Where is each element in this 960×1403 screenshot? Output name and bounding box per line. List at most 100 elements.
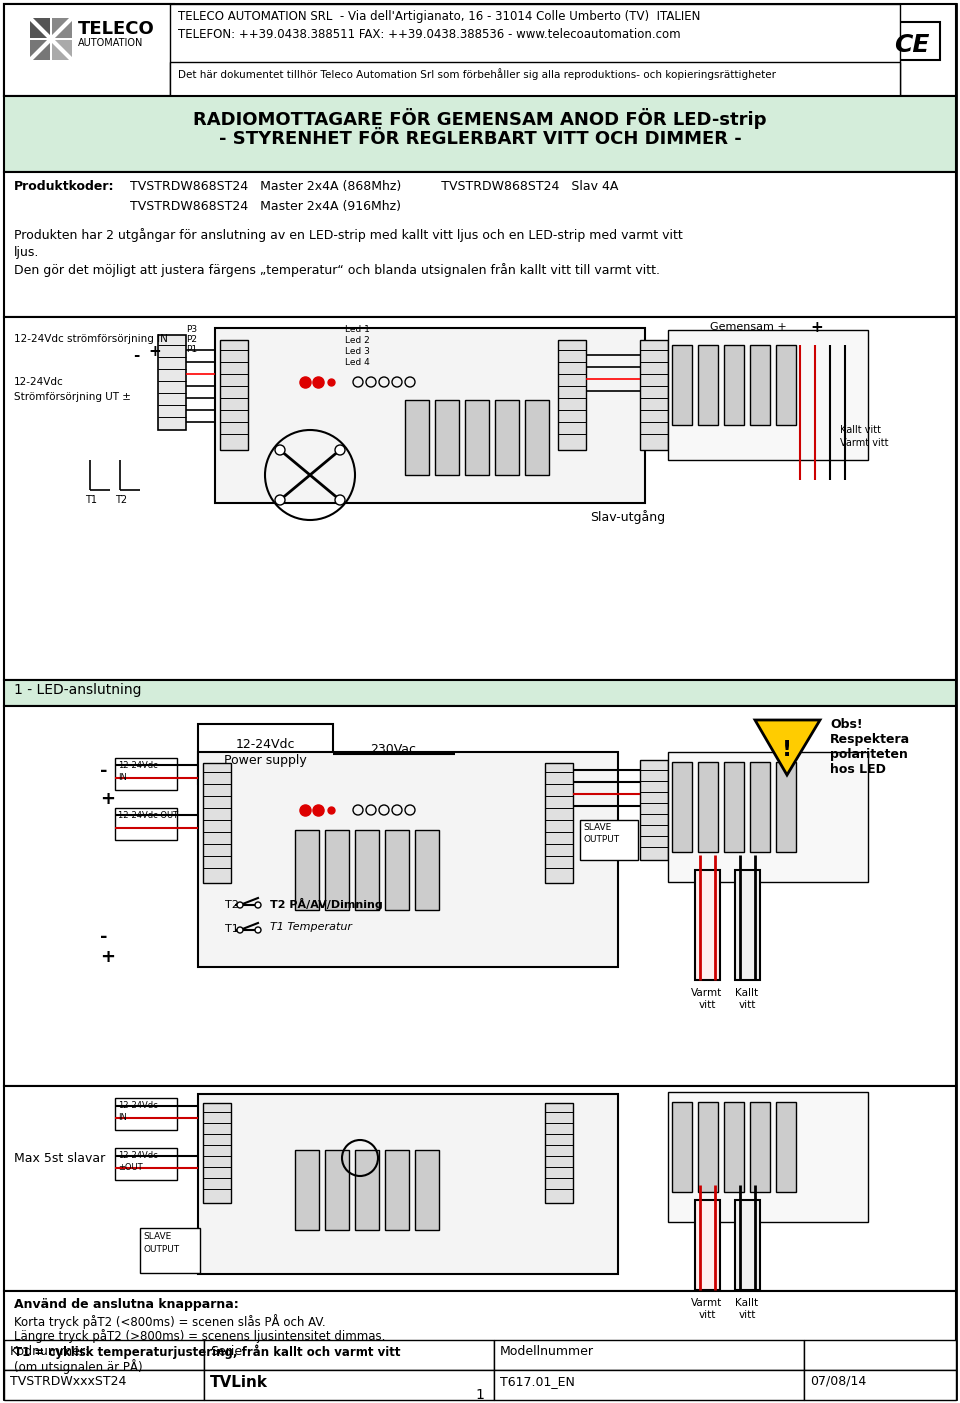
Text: Varmt vitt: Varmt vitt	[840, 438, 889, 448]
Bar	[115, 808, 177, 840]
Text: TVSTRDW868ST24   Master 2x4A (868Mhz)          TVSTRDW868ST24   Slav 4A: TVSTRDW868ST24 Master 2x4A (868Mhz) TVST…	[130, 180, 618, 194]
Text: 07/08/14: 07/08/14	[810, 1375, 866, 1388]
Text: Strömförsörjning UT ±: Strömförsörjning UT ±	[14, 391, 131, 403]
Text: 12-24Vdc strömförsörjning IN: 12-24Vdc strömförsörjning IN	[14, 334, 168, 344]
Text: T1 = cyklisk temperaturjustering, från kallt och varmt vitt: T1 = cyklisk temperaturjustering, från k…	[14, 1344, 400, 1358]
Bar	[115, 1099, 177, 1129]
Text: Kallt vitt: Kallt vitt	[840, 425, 881, 435]
Text: Kallt
vitt: Kallt vitt	[735, 988, 758, 1010]
Text: Led 1: Led 1	[345, 325, 370, 334]
Text: -: -	[133, 348, 139, 363]
Text: T1: T1	[225, 925, 239, 934]
Circle shape	[255, 902, 261, 908]
Circle shape	[275, 445, 285, 455]
Bar	[640, 340, 668, 450]
Bar	[4, 680, 956, 706]
Bar	[698, 345, 718, 425]
Text: +: +	[148, 344, 160, 359]
Bar	[204, 1369, 494, 1400]
Text: P3: P3	[186, 325, 197, 334]
Bar	[220, 340, 248, 450]
Text: -: -	[100, 927, 108, 946]
Text: TVSTRDW868ST24   Master 2x4A (916Mhz): TVSTRDW868ST24 Master 2x4A (916Mhz)	[130, 201, 401, 213]
Text: Längre tryck på​T2 (>800ms) = scenens ljusintensitet dimmas.: Längre tryck på​T2 (>800ms) = scenens lj…	[14, 1329, 385, 1343]
Text: Slav-utgång: Slav-utgång	[590, 511, 665, 523]
Text: 230Vac: 230Vac	[370, 744, 416, 756]
Bar	[4, 1369, 204, 1400]
Text: T617.01_EN: T617.01_EN	[500, 1375, 575, 1388]
Text: Modellnummer: Modellnummer	[500, 1345, 594, 1358]
Bar	[672, 1101, 692, 1193]
Text: 1 - LED-anslutning: 1 - LED-anslutning	[14, 683, 141, 697]
Text: RADIOMOTTAGARE FÖR GEMENSAM ANOD FÖR LED-strip: RADIOMOTTAGARE FÖR GEMENSAM ANOD FÖR LED…	[193, 108, 767, 129]
Text: Korta tryck på​T2 (<800ms) = scenen slås PÅ och AV.: Korta tryck på​T2 (<800ms) = scenen slås…	[14, 1315, 325, 1329]
Text: T1 Temperatur: T1 Temperatur	[270, 922, 352, 932]
Text: (om utsignalen är PÅ).: (om utsignalen är PÅ).	[14, 1360, 146, 1374]
Text: -: -	[100, 762, 108, 780]
Bar	[4, 95, 956, 173]
Bar	[115, 758, 177, 790]
Bar	[698, 762, 718, 852]
Bar	[203, 763, 231, 882]
Bar	[750, 1101, 770, 1193]
Text: 12-24Vdc: 12-24Vdc	[235, 738, 295, 751]
Text: CE: CE	[895, 34, 929, 58]
Bar	[170, 62, 900, 95]
Bar	[158, 335, 186, 429]
Text: 1: 1	[475, 1388, 485, 1402]
Text: Led 2: Led 2	[345, 335, 370, 345]
Text: T1: T1	[85, 495, 97, 505]
Bar	[325, 831, 349, 911]
Bar	[295, 1150, 319, 1230]
Bar	[668, 1092, 868, 1222]
Text: IN: IN	[118, 773, 127, 781]
Bar	[415, 831, 439, 911]
Polygon shape	[52, 41, 72, 60]
Text: Varmt
vitt: Varmt vitt	[691, 1298, 723, 1320]
Bar	[695, 870, 720, 981]
Bar	[545, 1103, 573, 1202]
Text: AUTOMATION: AUTOMATION	[78, 38, 143, 48]
Text: TELECO: TELECO	[78, 20, 155, 38]
Bar	[724, 762, 744, 852]
Bar	[415, 1150, 439, 1230]
Bar	[4, 1340, 204, 1369]
Bar	[170, 4, 900, 95]
Polygon shape	[30, 41, 50, 60]
Text: SLAVE: SLAVE	[143, 1232, 171, 1242]
Bar	[776, 345, 796, 425]
Text: +: +	[810, 320, 823, 335]
Circle shape	[275, 495, 285, 505]
Bar	[735, 1200, 760, 1289]
Text: Serie: Serie	[210, 1345, 242, 1358]
Bar	[724, 1101, 744, 1193]
Text: ±OUT: ±OUT	[118, 1163, 143, 1172]
Text: 12-24Vdc: 12-24Vdc	[118, 760, 157, 770]
Polygon shape	[52, 18, 72, 38]
Text: 12-24Vdc: 12-24Vdc	[118, 1150, 157, 1160]
Text: ljus.: ljus.	[14, 246, 39, 260]
Text: Power supply: Power supply	[224, 753, 306, 767]
Circle shape	[237, 927, 243, 933]
Text: Den gör det möjligt att justera färgens „temperatur“ och blanda utsignalen från : Den gör det möjligt att justera färgens …	[14, 262, 660, 276]
Text: Max 5st slavar: Max 5st slavar	[14, 1152, 106, 1164]
Text: - STYRENHET FÖR REGLERBART VITT OCH DIMMER -: - STYRENHET FÖR REGLERBART VITT OCH DIMM…	[219, 130, 741, 147]
Bar	[115, 1148, 177, 1180]
Text: TVLink: TVLink	[210, 1375, 268, 1390]
Bar	[776, 762, 796, 852]
Bar	[494, 1369, 804, 1400]
Bar	[580, 819, 638, 860]
Text: +: +	[100, 948, 115, 967]
Bar	[4, 706, 956, 1086]
Text: T2 PÅ/AV/Dimning: T2 PÅ/AV/Dimning	[270, 898, 383, 911]
Text: Produkten har 2 utgångar för anslutning av en LED-strip med kallt vitt ljus och : Produkten har 2 utgångar för anslutning …	[14, 229, 683, 241]
Bar	[695, 1200, 720, 1289]
Bar	[724, 345, 744, 425]
Text: TELEFON: ++39.0438.388511 FAX: ++39.0438.388536 - www.telecoautomation.com: TELEFON: ++39.0438.388511 FAX: ++39.0438…	[178, 28, 681, 41]
Text: T2: T2	[225, 899, 239, 911]
Bar	[495, 400, 519, 476]
Text: P2: P2	[186, 335, 197, 344]
Text: OUTPUT: OUTPUT	[143, 1244, 180, 1254]
Text: P1: P1	[186, 345, 197, 354]
Bar	[198, 752, 618, 967]
